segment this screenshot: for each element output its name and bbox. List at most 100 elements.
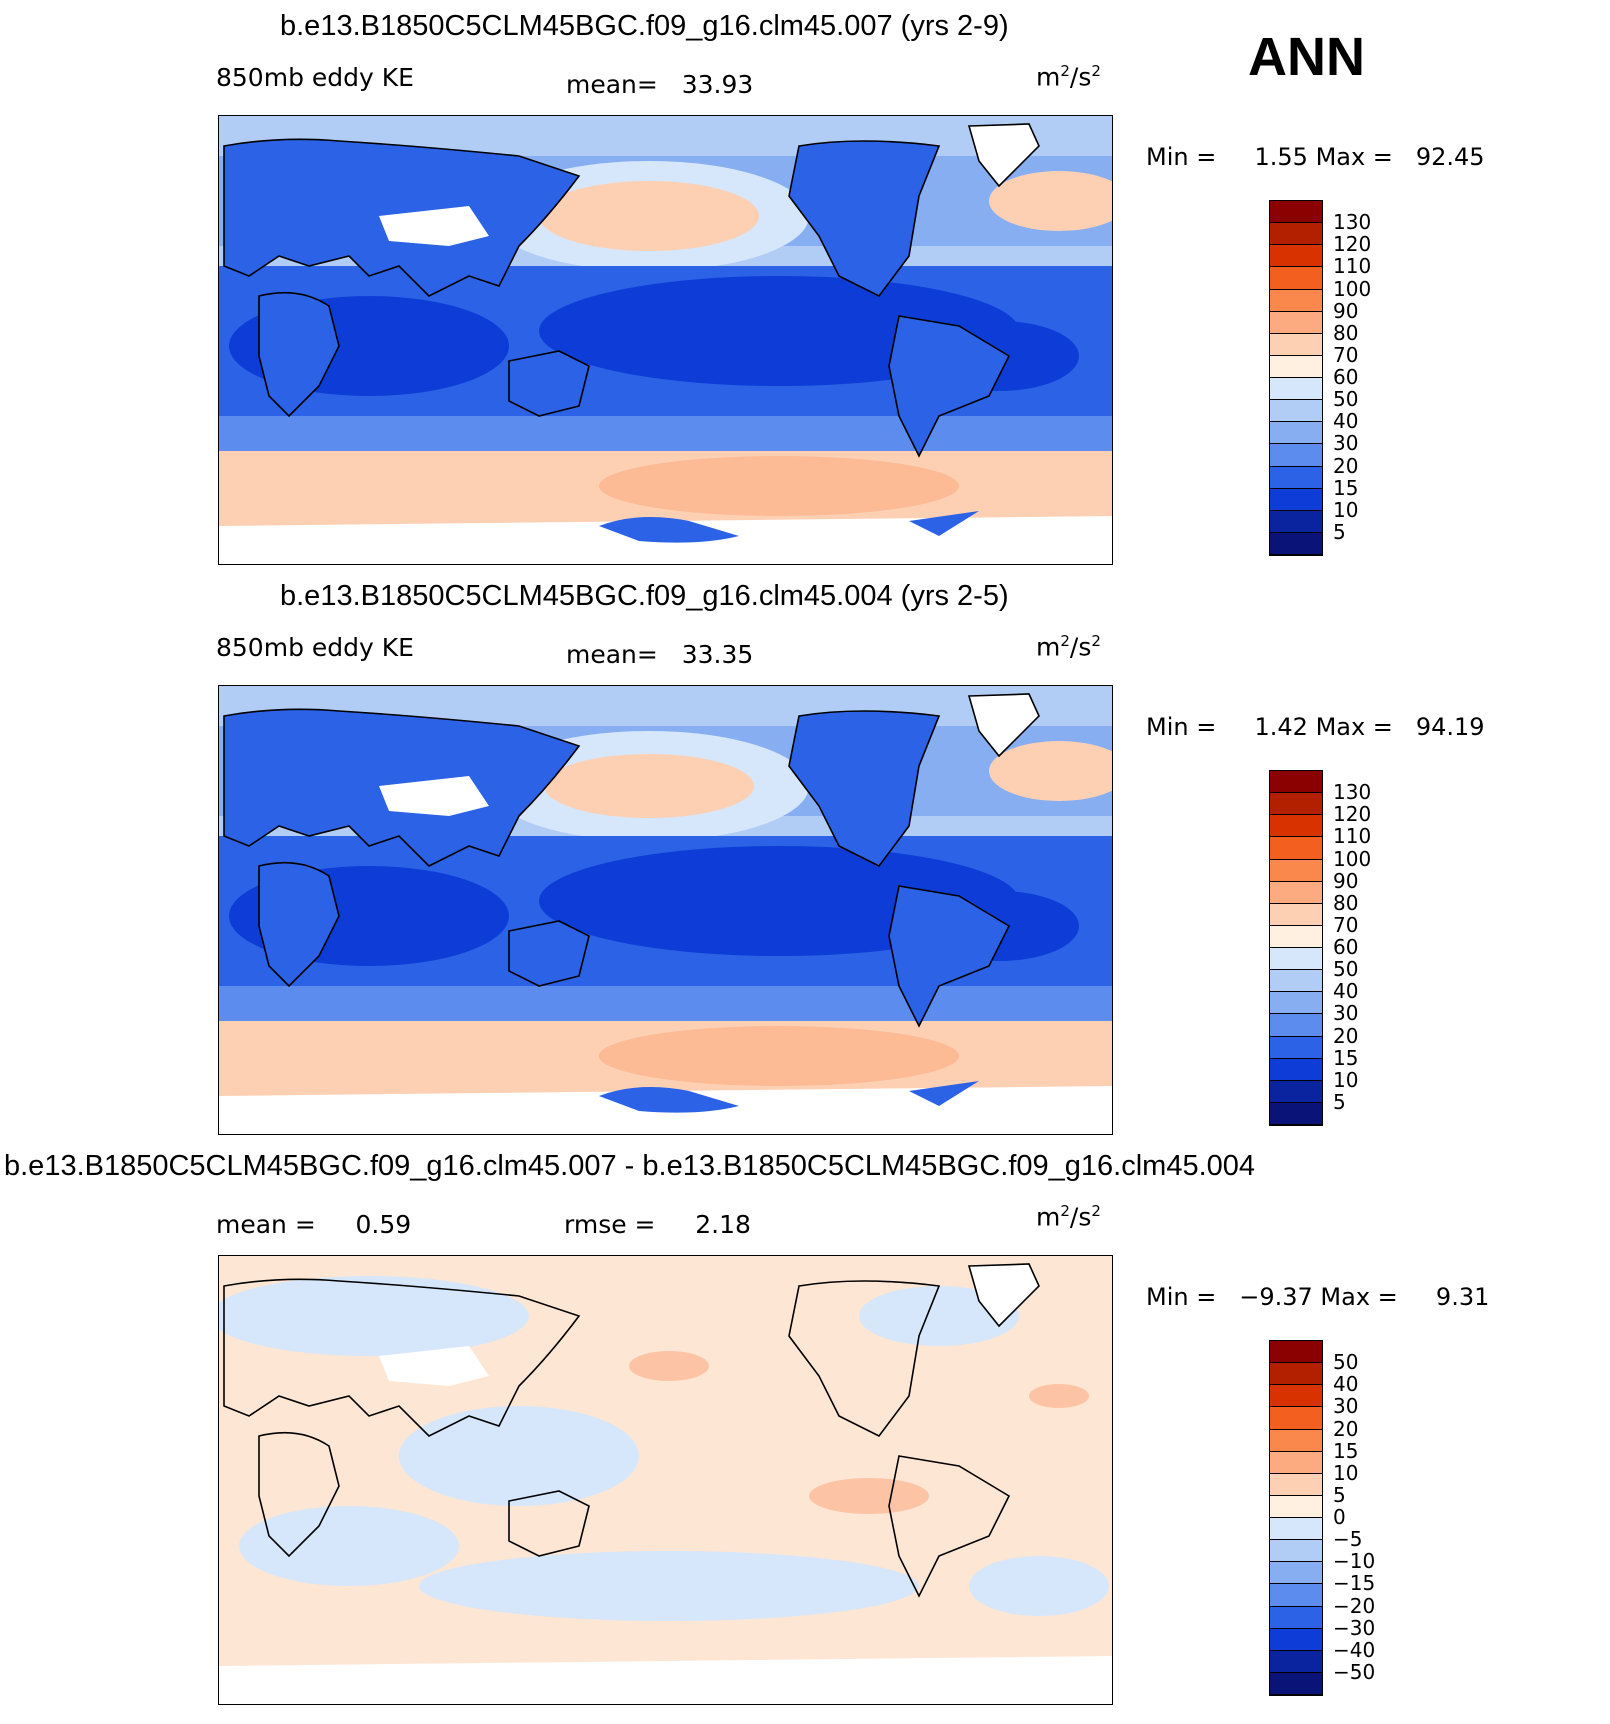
colorbar-swatch xyxy=(1270,201,1322,224)
colorbar-swatch xyxy=(1270,1672,1322,1695)
colorbar-level-label: 0 xyxy=(1333,1505,1346,1529)
colorbar-swatch xyxy=(1270,1058,1322,1081)
colorbar-level-label: 90 xyxy=(1333,298,1359,323)
colorbar-swatch xyxy=(1270,444,1322,467)
colorbar-level-label: 80 xyxy=(1333,890,1359,915)
colorbar-swatch xyxy=(1270,1584,1322,1607)
colorbar-level-label: 20 xyxy=(1333,1416,1359,1441)
colorbar-level-label: 50 xyxy=(1333,387,1359,412)
colorbar-swatch xyxy=(1270,1341,1322,1364)
colorbar-swatch xyxy=(1270,289,1322,312)
min-label: Min = xyxy=(1146,143,1217,171)
colorbar-swatch xyxy=(1270,1562,1322,1585)
colorbar-swatch xyxy=(1270,793,1322,816)
panel1-mean-value: 33.93 xyxy=(681,70,754,99)
max-label: Max = xyxy=(1315,143,1393,171)
colorbar-swatch xyxy=(1270,970,1322,993)
colorbar-swatch xyxy=(1270,355,1322,378)
panel3-minmax: Min = −9.37 Max = 9.31 xyxy=(1146,1283,1489,1311)
colorbar-level-label: 50 xyxy=(1333,1350,1359,1375)
colorbar-swatch xyxy=(1270,223,1322,246)
panel3-rmse: rmse = 2.18 xyxy=(564,1210,751,1239)
colorbar-level-label: 20 xyxy=(1333,1023,1359,1048)
colorbar-level-label: 120 xyxy=(1333,232,1372,257)
colorbar-level-label: 120 xyxy=(1333,802,1372,827)
colorbar-swatch xyxy=(1270,1036,1322,1059)
colorbar-level-label: 15 xyxy=(1333,1045,1359,1070)
season-label: ANN xyxy=(1248,27,1365,87)
colorbar-swatch xyxy=(1270,378,1322,401)
panel3-mean-label: mean = xyxy=(216,1210,316,1239)
colorbar-swatch xyxy=(1270,903,1322,926)
colorbar-swatch xyxy=(1270,1363,1322,1386)
colorbar-level-label: 30 xyxy=(1333,1394,1359,1419)
colorbar-level-label: 70 xyxy=(1333,342,1359,367)
panel2-field-label: 850mb eddy KE xyxy=(216,633,414,662)
colorbar-level-label: 80 xyxy=(1333,320,1359,345)
panel3-rmse-value: 2.18 xyxy=(695,1210,751,1239)
colorbar-swatch xyxy=(1270,948,1322,971)
colorbar-level-label: −50 xyxy=(1333,1659,1376,1684)
max-value: 9.31 xyxy=(1435,1283,1490,1311)
colorbar-level-label: −5 xyxy=(1333,1527,1363,1552)
colorbar-swatch xyxy=(1270,311,1322,334)
units-mid: /s xyxy=(1069,1202,1092,1232)
colorbar-swatch xyxy=(1270,488,1322,511)
colorbar-level-label: 110 xyxy=(1333,254,1372,279)
panel3-title: b.e13.B1850C5CLM45BGC.f09_g16.clm45.007 … xyxy=(4,1150,1256,1182)
colorbar-level-label: 40 xyxy=(1333,1372,1359,1397)
panel2-colorbar xyxy=(1269,770,1323,1126)
colorbar-swatch xyxy=(1270,1606,1322,1629)
colorbar-swatch xyxy=(1270,1495,1322,1518)
colorbar-level-label: 10 xyxy=(1333,1460,1359,1485)
panel3-map xyxy=(218,1255,1113,1705)
panel3-colorbar xyxy=(1269,1340,1323,1696)
panel1-units: m2/s2 xyxy=(1036,62,1101,91)
units-exp: 2 xyxy=(1091,62,1101,80)
colorbar-swatch xyxy=(1270,1540,1322,1563)
colorbar-swatch xyxy=(1270,267,1322,290)
colorbar-swatch xyxy=(1270,881,1322,904)
units-exp: 2 xyxy=(1060,632,1070,650)
colorbar-level-label: 40 xyxy=(1333,409,1359,434)
colorbar-level-label: 130 xyxy=(1333,780,1372,805)
colorbar-swatch xyxy=(1270,1518,1322,1541)
panel1-mean-label: mean= xyxy=(566,70,658,99)
colorbar-level-label: 60 xyxy=(1333,935,1359,959)
panel2-units: m2/s2 xyxy=(1036,632,1101,661)
panel1-map xyxy=(218,115,1113,565)
units-exp: 2 xyxy=(1091,1202,1101,1220)
colorbar-swatch xyxy=(1270,1385,1322,1408)
panel2-minmax: Min = 1.42 Max = 94.19 xyxy=(1146,713,1485,741)
panel3-mean: mean = 0.59 xyxy=(216,1210,411,1239)
panel3-rmse-label: rmse = xyxy=(564,1210,656,1239)
units-base: m xyxy=(1036,1202,1061,1232)
colorbar-swatch xyxy=(1270,510,1322,533)
colorbar-level-label: 15 xyxy=(1333,1438,1359,1463)
colorbar-swatch xyxy=(1270,1473,1322,1496)
colorbar-swatch xyxy=(1270,771,1322,794)
panel3-units: m2/s2 xyxy=(1036,1202,1101,1231)
panel1-mean: mean= 33.93 xyxy=(566,70,753,99)
colorbar-swatch xyxy=(1270,1102,1322,1125)
colorbar-level-label: 20 xyxy=(1333,453,1359,478)
colorbar-swatch xyxy=(1270,1429,1322,1452)
colorbar-swatch xyxy=(1270,815,1322,838)
colorbar-level-label: −40 xyxy=(1333,1637,1376,1662)
colorbar-swatch xyxy=(1270,859,1322,882)
colorbar-swatch xyxy=(1270,992,1322,1015)
colorbar-level-label: −10 xyxy=(1333,1549,1376,1574)
colorbar-swatch xyxy=(1270,1014,1322,1037)
panel1-field-svg xyxy=(219,116,1112,564)
units-exp: 2 xyxy=(1060,1202,1070,1220)
units-mid: /s xyxy=(1069,62,1092,92)
min-label: Min = xyxy=(1146,713,1217,741)
colorbar-swatch xyxy=(1270,422,1322,445)
min-value: 1.42 xyxy=(1254,713,1308,741)
colorbar-swatch xyxy=(1270,532,1322,555)
colorbar-level-label: 5 xyxy=(1333,519,1346,544)
colorbar-level-label: 110 xyxy=(1333,824,1372,849)
colorbar-swatch xyxy=(1270,466,1322,489)
panel1-field-label: 850mb eddy KE xyxy=(216,63,414,92)
units-base: m xyxy=(1036,62,1061,92)
